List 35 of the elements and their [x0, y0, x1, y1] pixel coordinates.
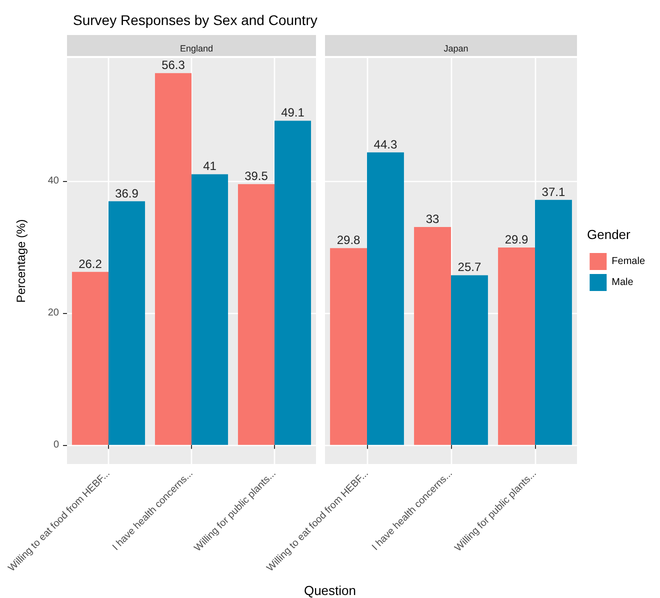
- chart-title: Survey Responses by Sex and Country: [73, 12, 318, 28]
- bar: [154, 73, 192, 445]
- y-tick-label: 40: [48, 175, 60, 186]
- data-label: 29.8: [336, 233, 361, 248]
- data-label: 41: [203, 159, 217, 174]
- data-label: 36.9: [115, 186, 139, 200]
- data-label: 25.7: [458, 260, 482, 274]
- bar: [192, 174, 228, 445]
- data-label: 56.3: [162, 58, 186, 72]
- bar: [108, 201, 146, 445]
- y-tick-label: 20: [48, 307, 60, 318]
- bar: [535, 200, 572, 445]
- legend-label: Male: [612, 277, 634, 288]
- bar: [367, 152, 404, 445]
- data-label: 49.1: [281, 106, 305, 120]
- chart-subtitle: England: [180, 44, 214, 54]
- x-axis-title: Question: [302, 583, 358, 598]
- bar: [72, 272, 108, 445]
- data-label: 44.3: [374, 137, 398, 152]
- bar: [498, 247, 535, 445]
- bar: [238, 184, 274, 445]
- data-label: 26.2: [78, 256, 102, 271]
- bar: [451, 275, 488, 445]
- y-axis-title: Percentage (%): [14, 219, 28, 303]
- chart-subtitle: Japan: [444, 44, 468, 54]
- legend-label: Female: [612, 256, 646, 267]
- bar: [330, 248, 367, 445]
- data-label: 33: [426, 212, 440, 226]
- data-label: 37.1: [542, 184, 566, 199]
- bar: [414, 227, 451, 445]
- data-label: 39.5: [244, 169, 268, 184]
- data-label: 29.9: [504, 232, 529, 246]
- legend-title: Gender: [587, 227, 632, 242]
- bar: [274, 120, 312, 445]
- y-tick-label: 0: [53, 439, 60, 450]
